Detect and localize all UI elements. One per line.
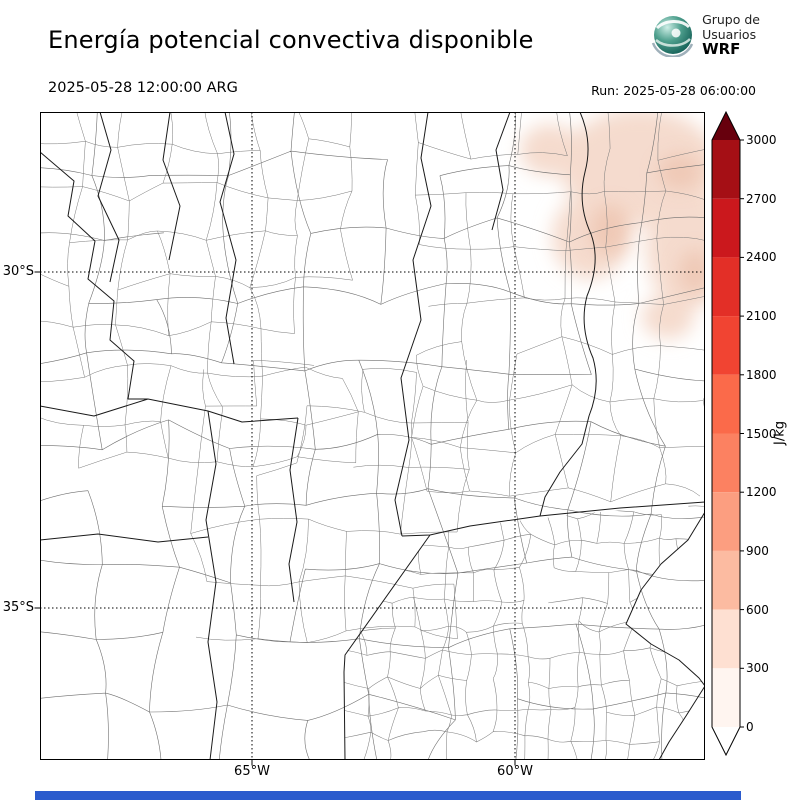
lon-label-60w: 60°W (497, 764, 533, 779)
colorbar-segment (712, 609, 740, 669)
valid-time: 2025-05-28 12:00:00 ARG (48, 80, 238, 96)
colorbar-tick-0: 0 (746, 720, 754, 734)
colorbar-segment (712, 668, 740, 727)
colorbar-tick-1200: 1200 (746, 485, 777, 499)
colorbar-tick-900: 900 (746, 544, 769, 558)
colorbar-segment (712, 550, 740, 610)
axis-ticks (34, 271, 516, 766)
province-borders (40, 112, 705, 760)
logo-text-line1: Grupo de (702, 12, 760, 27)
colorbar-tick-2400: 2400 (746, 250, 777, 264)
colorbar (711, 110, 744, 757)
colorbar-tick-600: 600 (746, 603, 769, 617)
colorbar-ticks-marks (740, 139, 744, 728)
globe-icon (651, 15, 694, 57)
colorbar-segment (712, 492, 740, 551)
boundary-mesh (40, 112, 359, 469)
colorbar-tick-1500: 1500 (746, 427, 777, 441)
logo-text-wrf: WRF (702, 40, 741, 58)
run-time: Run: 2025-05-28 06:00:00 (591, 83, 756, 98)
colorbar-segment (712, 433, 740, 493)
colorbar-tick-2700: 2700 (746, 192, 777, 206)
colorbar-unit-label: J/kg (772, 421, 788, 445)
graticule (40, 112, 705, 760)
colorbar-segment (712, 316, 740, 375)
colorbar-segment (712, 140, 740, 199)
colorbar-tick-3000: 3000 (746, 133, 777, 147)
colorbar-segment (712, 257, 740, 317)
colorbar-over-arrow (712, 112, 740, 140)
footer-bar (35, 791, 741, 800)
page-title: Energía potencial convectiva disponible (48, 26, 534, 54)
lat-label-35s: 35°S (2, 600, 34, 615)
colorbar-under-arrow (712, 727, 740, 755)
logo-text-line2: Usuarios (702, 27, 757, 42)
lon-label-65w: 65°W (234, 764, 270, 779)
boundary-mesh (411, 112, 705, 503)
colorbar-tick-300: 300 (746, 661, 769, 675)
logo-text: Grupo de Usuarios WRF (702, 12, 760, 57)
colorbar-segment (712, 374, 740, 434)
wrf-logo: Grupo de Usuarios WRF (651, 12, 760, 57)
lat-label-30s: 30°S (2, 264, 34, 279)
map-area (34, 112, 705, 766)
map-frame (40, 112, 705, 760)
colorbar-tick-1800: 1800 (746, 368, 777, 382)
boundary-mesh (190, 359, 470, 643)
colorbar-segment (712, 198, 740, 258)
colorbar-tick-2100: 2100 (746, 309, 777, 323)
